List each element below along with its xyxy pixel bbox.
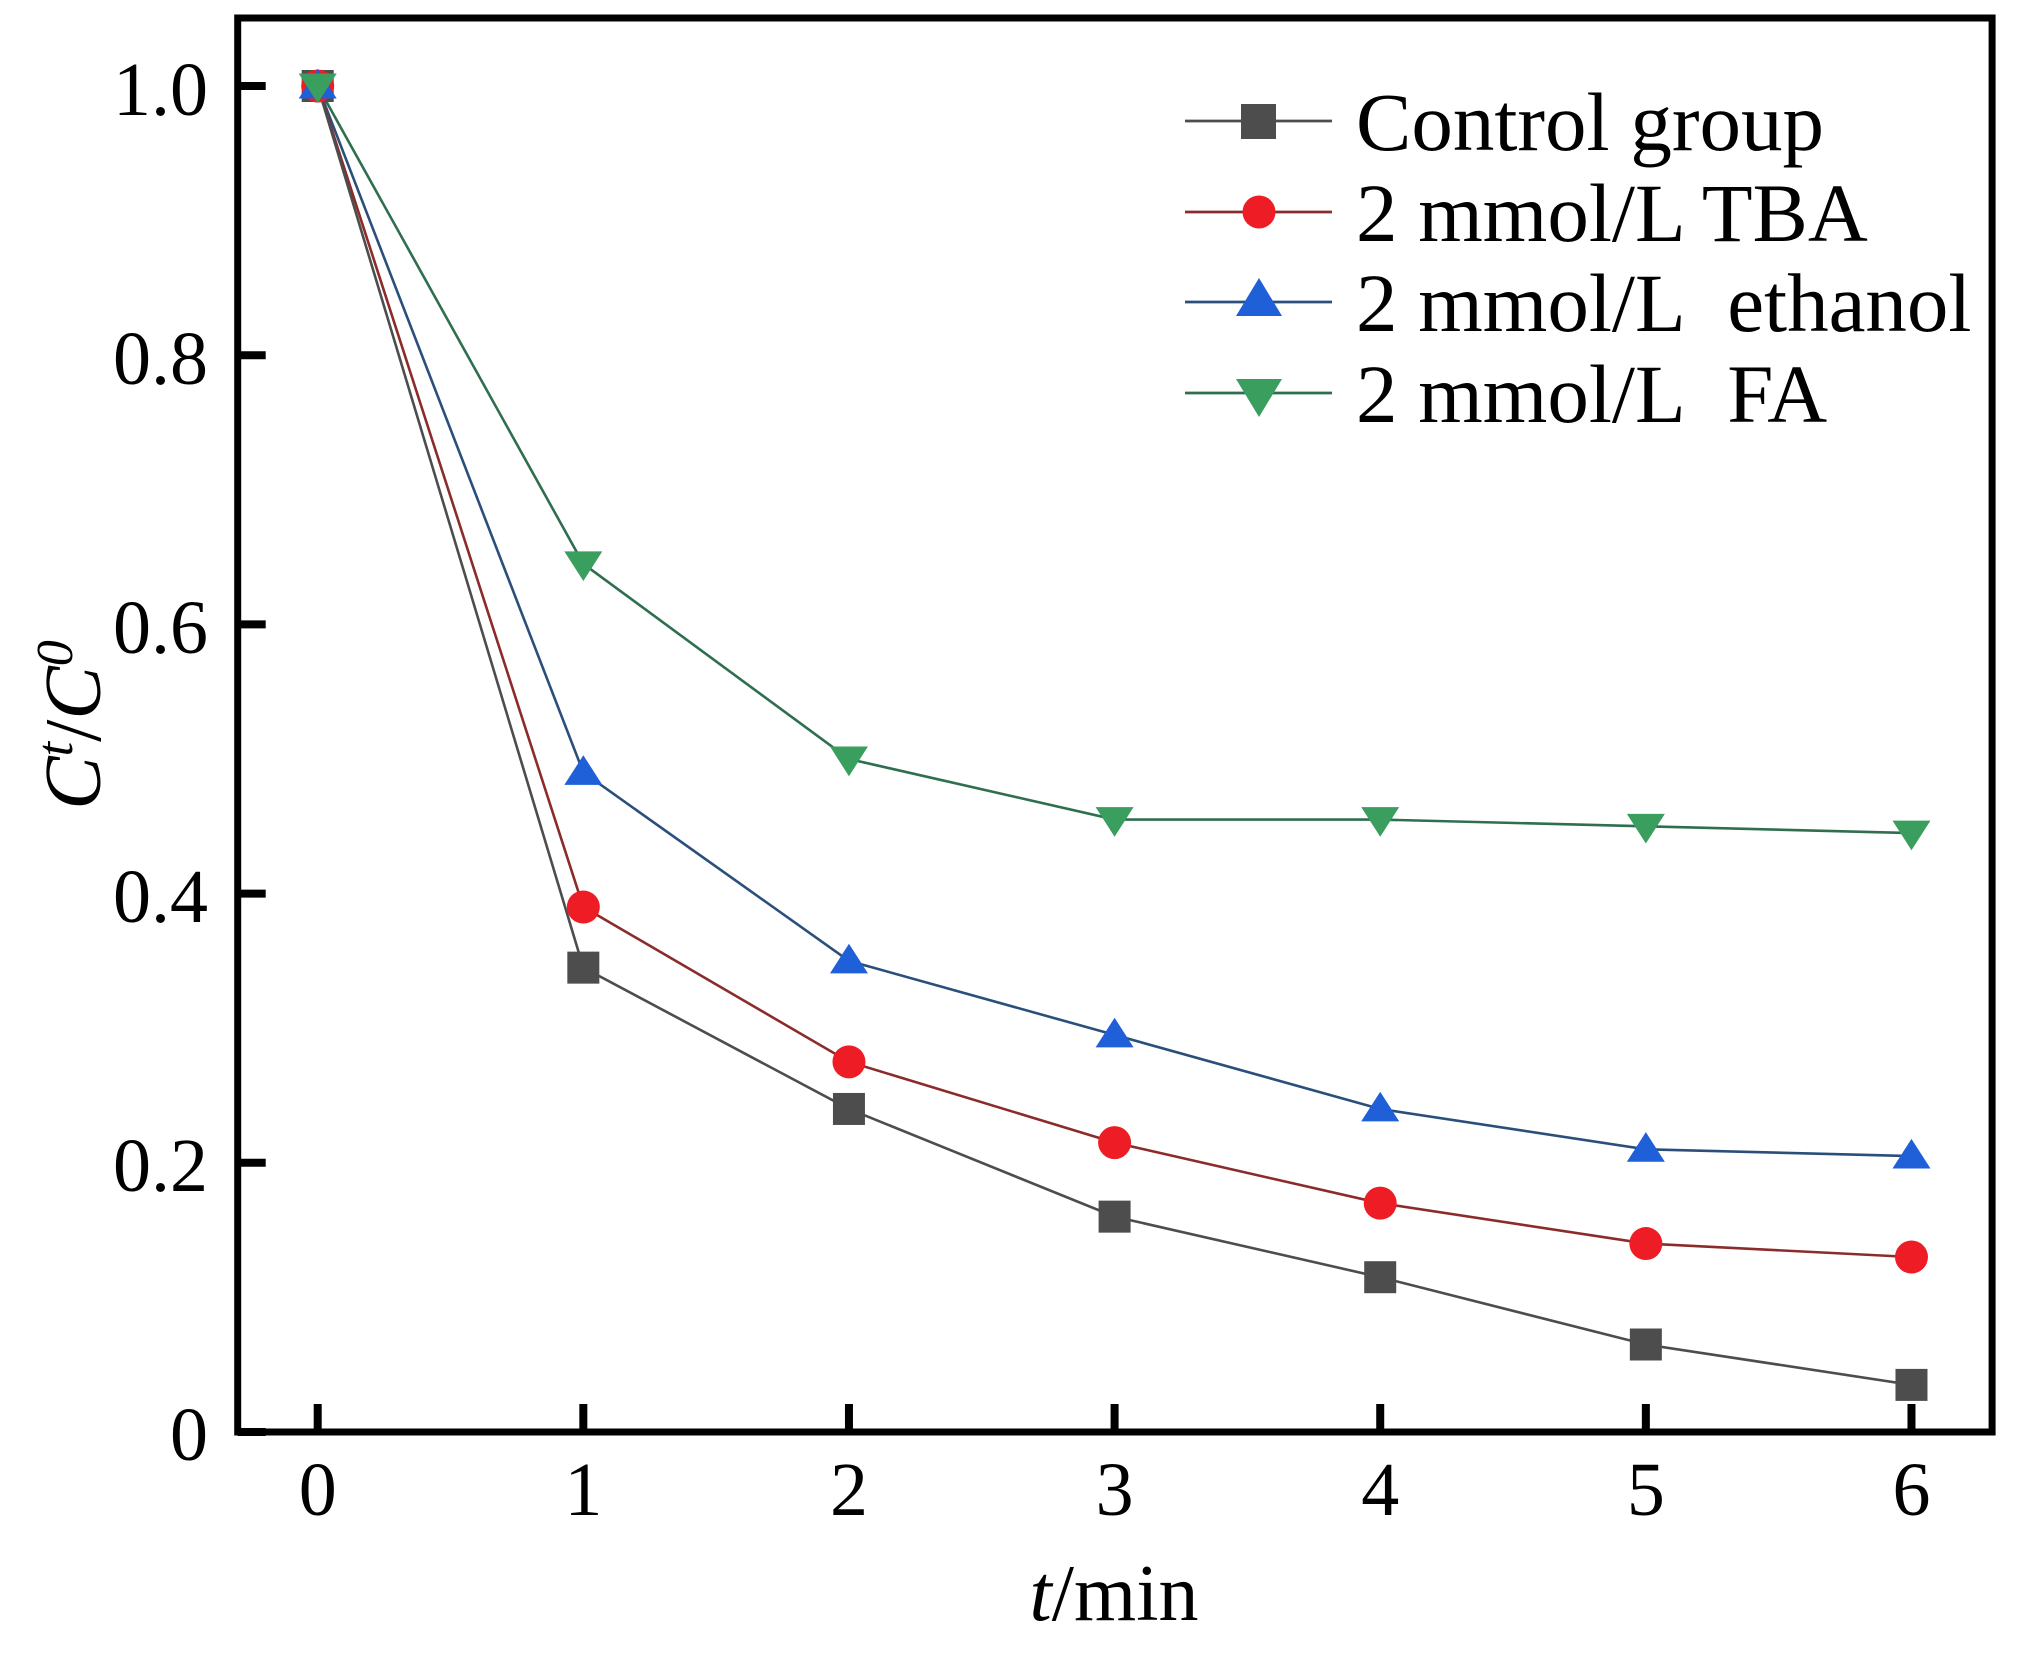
svg-text:1: 1	[564, 1448, 602, 1532]
svg-text:2: 2	[830, 1448, 868, 1532]
svg-text:3: 3	[1096, 1448, 1134, 1532]
svg-text:0: 0	[170, 1393, 208, 1477]
svg-text:2 mmol/L FA: 2 mmol/L FA	[1356, 348, 1827, 440]
svg-text:0: 0	[299, 1448, 337, 1532]
svg-text:6: 6	[1892, 1448, 1930, 1532]
svg-text:0.8: 0.8	[113, 317, 208, 401]
svg-text:0.2: 0.2	[113, 1124, 208, 1208]
svg-text:2 mmol/L TBA: 2 mmol/L TBA	[1356, 167, 1868, 259]
svg-text:0.6: 0.6	[113, 586, 208, 670]
svg-text:2 mmol/L ethanol: 2 mmol/L ethanol	[1356, 257, 1972, 349]
svg-text:t/min: t/min	[1030, 1550, 1199, 1638]
svg-text:4: 4	[1361, 1448, 1399, 1532]
svg-text:0.4: 0.4	[113, 855, 208, 939]
svg-text:5: 5	[1627, 1448, 1665, 1532]
svg-text:1.0: 1.0	[113, 48, 208, 132]
svg-text:Control group: Control group	[1356, 76, 1824, 168]
